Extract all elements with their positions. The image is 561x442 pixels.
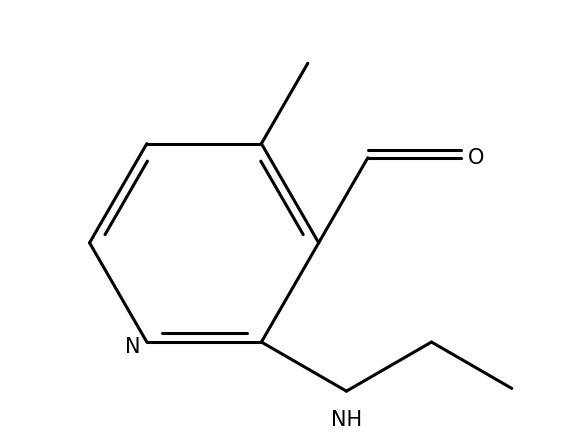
Text: NH: NH (331, 410, 362, 430)
Text: O: O (468, 148, 484, 168)
Text: N: N (125, 338, 140, 358)
